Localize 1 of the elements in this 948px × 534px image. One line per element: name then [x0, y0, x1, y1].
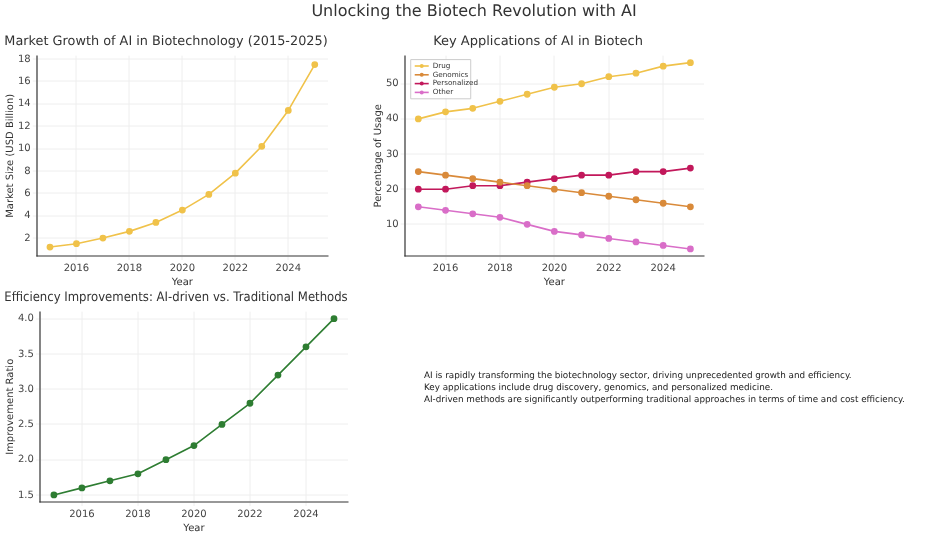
text: Unlocking the Biotech Revolution with AI: [309, 2, 639, 20]
